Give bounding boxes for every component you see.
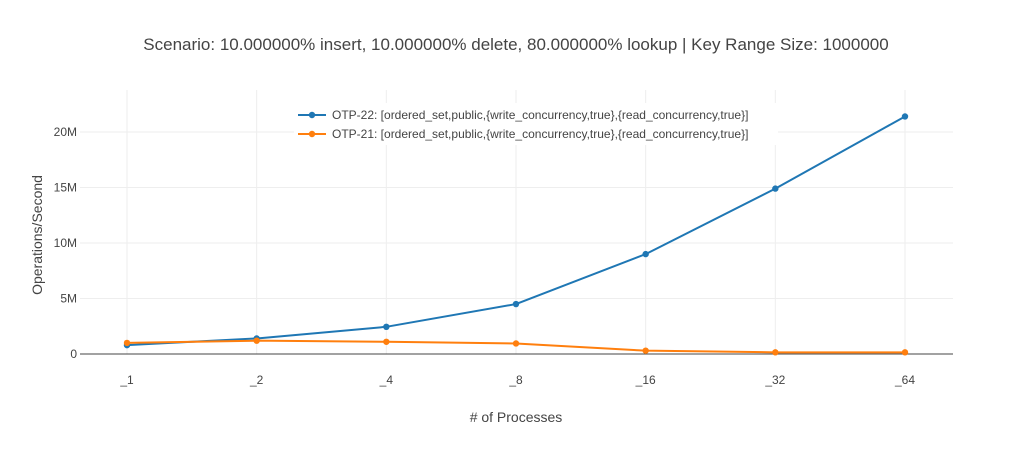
data-point[interactable] [512,340,520,347]
data-point[interactable] [901,113,909,120]
data-point[interactable] [383,323,390,331]
legend-background [294,103,778,145]
legend-label: OTP-22: [ordered_set,public,{write_concu… [332,108,748,122]
series-2 [123,337,909,356]
x-tick-label: _4 [379,373,394,387]
y-tick-label: 20M [54,125,77,139]
data-point[interactable] [253,337,260,344]
data-point[interactable] [512,300,520,308]
data-point[interactable] [772,185,779,192]
y-tick-label: 10M [54,236,77,250]
data-point[interactable] [383,338,390,345]
legend-marker [308,130,316,138]
x-tick-label: _64 [894,373,915,387]
data-point[interactable] [642,347,649,354]
y-axis-title: Operations/Second [29,175,45,295]
chart-title: Scenario: 10.000000% insert, 10.000000% … [143,35,888,54]
legend-label: OTP-21: [ordered_set,public,{write_concu… [332,127,748,141]
data-point[interactable] [123,339,131,347]
legend: OTP-22: [ordered_set,public,{write_concu… [294,103,778,145]
x-tick-label: _1 [119,373,134,387]
series-layer [123,113,909,356]
x-tick-label: _32 [764,373,785,387]
data-point[interactable] [901,349,909,356]
y-axis-ticks: 0 5M 10M 15M 20M [54,125,78,361]
data-point[interactable] [772,349,779,356]
x-tick-label: _8 [508,373,523,387]
legend-item[interactable]: OTP-21: [ordered_set,public,{write_concu… [298,127,748,141]
x-tick-label: _16 [635,373,656,387]
data-point[interactable] [642,250,649,258]
legend-marker [308,111,316,119]
x-axis-title: # of Processes [470,409,563,425]
y-tick-label: 5M [60,292,77,306]
y-tick-label: 0 [70,347,77,361]
x-tick-label: _2 [249,373,264,387]
y-tick-label: 15M [54,181,77,195]
x-axis-ticks: _1 _2 _4 _8 _16 _32 _64 [119,373,915,387]
legend-item[interactable]: OTP-22: [ordered_set,public,{write_concu… [298,108,748,122]
